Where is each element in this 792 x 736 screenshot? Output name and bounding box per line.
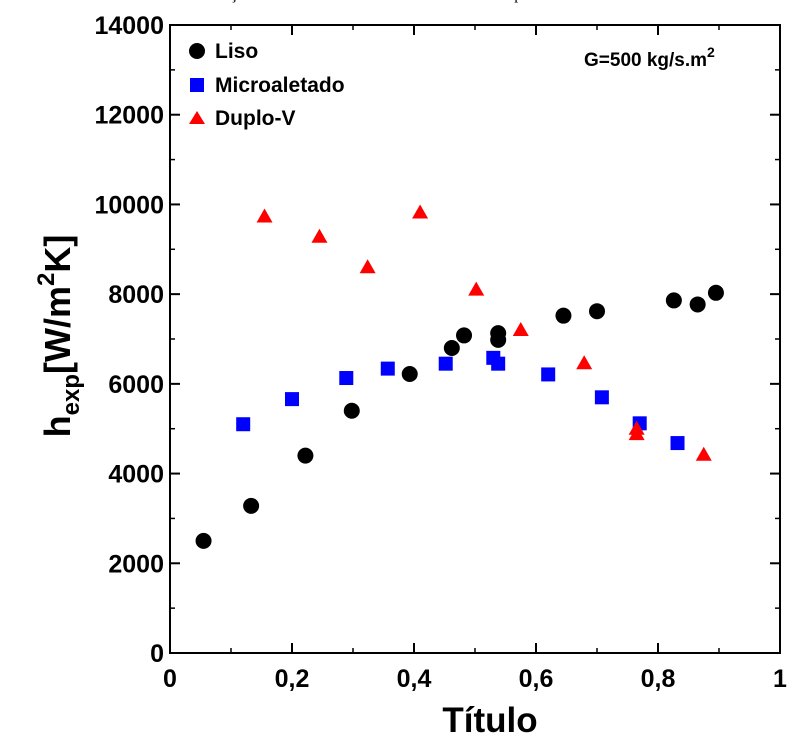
legend-marker-liso <box>189 43 205 59</box>
legend-marker-microaletado <box>190 78 204 92</box>
caption-fragment-left: çã <box>230 0 244 3</box>
data-point-liso <box>689 296 706 313</box>
data-point-duplo-v <box>695 446 712 461</box>
y-axis-label-main: h <box>37 415 78 437</box>
x-tick-label: 0,6 <box>519 665 554 693</box>
data-point-duplo-v <box>512 322 529 337</box>
data-point-microaletado <box>670 436 685 451</box>
data-point-liso <box>297 447 314 464</box>
data-point-microaletado <box>339 371 354 386</box>
data-point-liso <box>456 327 473 344</box>
data-point-liso <box>555 307 572 324</box>
x-tick-label: 0 <box>163 665 177 693</box>
y-tick-label: 2000 <box>108 550 164 578</box>
data-point-duplo-v <box>359 259 376 274</box>
legend-label-microaletado: Microaletado <box>215 74 345 97</box>
legend-label-duplo-v: Duplo-V <box>215 107 295 130</box>
data-point-duplo-v <box>576 355 593 370</box>
data-point-microaletado <box>438 356 453 371</box>
y-tick-label: 6000 <box>108 371 164 399</box>
x-axis-label: Título <box>442 701 537 736</box>
data-point-duplo-v <box>412 204 429 219</box>
x-tick-label: 1 <box>773 665 787 693</box>
data-point-microaletado <box>541 367 556 382</box>
data-point-microaletado <box>491 356 506 371</box>
data-point-liso <box>343 402 360 419</box>
annotation-text: G=500 kg/s.m2 <box>584 44 715 71</box>
y-tick-label: 10000 <box>94 191 164 219</box>
data-point-liso <box>443 339 460 356</box>
ticks-group: 0 0,2 0,4 0,6 0,8 1 0 2000 4000 6000 8000 10000 1200… <box>94 12 787 693</box>
data-point-microaletado <box>380 361 395 376</box>
data-point-liso <box>243 497 260 514</box>
legend-marker-duplo-v <box>189 111 205 124</box>
y-axis-label-sub: exp <box>58 374 85 415</box>
data-point-duplo-v <box>311 228 328 243</box>
y-axis-label-sup: 2 <box>33 273 60 286</box>
y-tick-label: 4000 <box>108 461 164 489</box>
data-point-liso <box>665 292 682 309</box>
points-group <box>195 204 724 549</box>
data-point-microaletado <box>285 392 299 407</box>
annotation-main: G=500 kg/s.m <box>584 50 707 71</box>
y-axis-label: hexp[W/m2K] <box>33 235 85 438</box>
y-axis-label-mid: [W/m <box>37 286 78 374</box>
y-tick-label: 12000 <box>94 102 164 130</box>
x-tick-label: 0,2 <box>275 665 310 693</box>
data-point-duplo-v <box>468 281 485 296</box>
y-tick-label: 14000 <box>94 12 164 40</box>
data-point-liso <box>707 284 724 301</box>
caption-fragment: çã p <box>230 0 522 4</box>
caption-fragment-right: p <box>514 0 522 3</box>
legend-label-liso: Liso <box>215 40 258 63</box>
x-tick-label: 0,8 <box>641 665 676 693</box>
data-point-microaletado <box>594 390 609 405</box>
data-point-liso <box>589 303 605 320</box>
annotation-sup: 2 <box>707 44 715 60</box>
data-point-microaletado <box>236 417 251 432</box>
data-point-duplo-v <box>628 426 645 441</box>
data-point-liso <box>490 325 507 342</box>
y-tick-label: 0 <box>150 640 164 668</box>
y-tick-label: 8000 <box>108 281 164 309</box>
data-point-liso <box>401 365 418 382</box>
legend: Liso Microaletado Duplo-V <box>189 40 345 130</box>
data-point-duplo-v <box>256 208 273 223</box>
data-point-liso <box>195 532 212 549</box>
y-axis-label-end: K] <box>37 235 78 273</box>
x-tick-label: 0,4 <box>397 665 432 693</box>
